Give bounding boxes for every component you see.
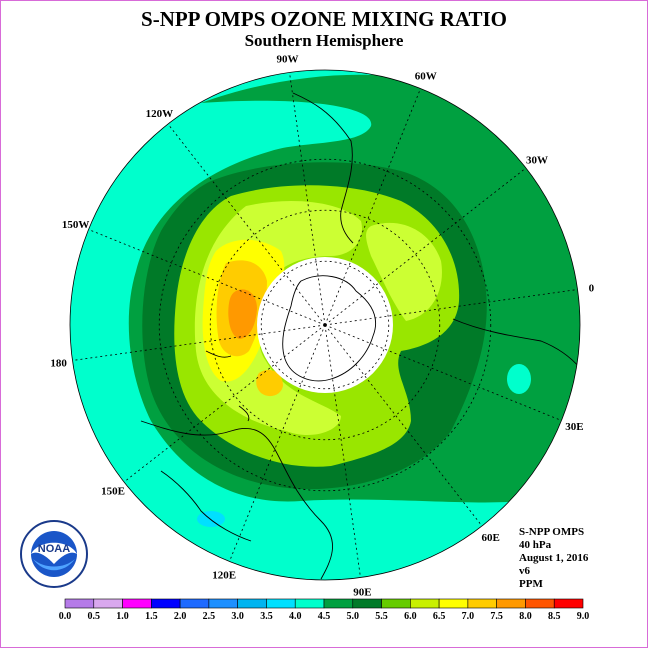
colorbar-label: 9.0 [577,611,590,622]
colorbar-label: 2.0 [174,611,187,622]
colorbar-label: 8.5 [548,611,561,622]
longitude-label: 180 [50,357,67,369]
latitude-circle [209,209,441,441]
colorbar-label: 5.5 [375,611,388,622]
colorbar-swatch [352,598,382,609]
coastline-southeast-asia [160,470,252,542]
graticule [72,72,578,578]
coastline-australia [140,420,333,580]
map-title: S-NPP OMPS OZONE MIXING RATIO [141,7,507,31]
latitude-circle [158,158,492,492]
longitude-labels: 90W 60W 30W 0 30E 60E 90E 120E 150E 180 150W 120W [50,54,594,599]
colorbar-label: 8.0 [519,611,532,622]
colorbar-swatch [237,598,267,609]
colorbar-swatch [323,598,354,609]
field-gold-patch [256,369,283,397]
colorbar-swatch [266,598,296,609]
colorbar-swatch [438,598,469,609]
coastlines [140,92,580,580]
colorbar-swatch [381,598,411,609]
info-block: S-NPP OMPS 40 hPa August 1, 2016 v6 PPM [519,526,588,591]
colorbar-label: 1.0 [116,611,129,622]
colorbar-swatch [64,598,95,609]
coastline-africa [452,318,580,377]
colorbar-label: 3.0 [231,611,244,622]
colorbar-label: 2.5 [203,611,216,622]
colorbar-label: 7.0 [462,611,475,622]
info-units: PPM [519,578,543,590]
longitude-label: 30W [526,154,548,166]
colorbar-swatch [553,598,584,609]
longitude-label: 60E [481,532,499,544]
coastline-antarctica [282,275,376,382]
colorbar-label: 6.0 [404,611,417,622]
colorbar-swatch [410,598,440,609]
colorbar-label: 5.0 [347,611,360,622]
colorbar-swatch [122,598,152,609]
longitude-label: 90E [353,586,371,598]
longitude-label: 120W [146,108,174,120]
info-instrument: S-NPP OMPS [519,526,585,538]
noaa-logo: NOAA [20,520,88,588]
colorbar-swatch [179,598,210,609]
colorbar-label: 7.5 [490,611,503,622]
colorbar-swatches [64,598,584,609]
colorbar-label: 4.0 [289,611,302,622]
colorbar-labels: 0.0 0.5 1.0 1.5 2.0 2.5 3.0 3.5 4.0 4.5 5.0 5.5 6.0 6… [59,611,590,622]
info-pressure: 40 hPa [519,539,552,551]
field-cyan-spot [507,364,531,394]
colorbar-label: 4.5 [318,611,331,622]
longitude-label: 90W [277,54,299,66]
colorbar-label: 6.5 [433,611,446,622]
latitude-circle [260,260,390,390]
field-blue-patch [197,511,225,527]
info-version: v6 [519,565,530,577]
globe-outline [69,69,581,581]
colorbar-label: 3.5 [260,611,273,622]
longitude-label: 150E [101,486,125,498]
colorbar-swatch [151,598,181,609]
noaa-logo-text: NOAA [38,543,70,555]
longitude-label: 60W [415,71,437,83]
colorbar-label: 0.5 [88,611,101,622]
colorbar-swatch [294,598,325,609]
colorbar-swatch [93,598,123,609]
colorbar-swatch [525,598,555,609]
longitude-label: 30E [565,421,583,433]
field-orange [228,289,257,339]
longitude-label: 150W [62,219,90,231]
longitude-label: 120E [212,569,236,581]
longitude-label: 0 [589,283,595,295]
coastline-south-america [292,92,354,244]
colorbar-label: 1.5 [145,611,158,622]
map-subtitle: Southern Hemisphere [244,31,404,50]
field-yellow-green-east [366,222,442,321]
coastline-new-zealand [205,350,250,422]
info-date: August 1, 2016 [519,552,589,564]
colorbar-swatch [208,598,238,609]
colorbar-swatch [496,598,526,609]
colorbar-label: 0.0 [59,611,72,622]
colorbar-swatch [467,598,497,609]
ozone-field [70,70,580,580]
